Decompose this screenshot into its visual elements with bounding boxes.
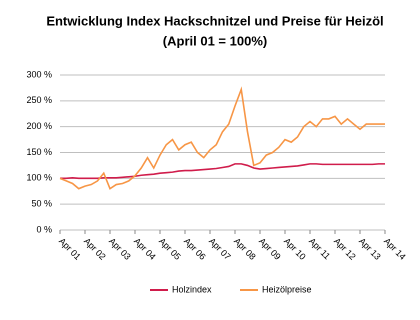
x-tick-label: Apr 08	[232, 236, 258, 262]
x-tick-label: Apr 12	[332, 236, 358, 262]
x-tick-label: Apr 03	[107, 236, 133, 262]
data-line	[60, 163, 385, 180]
legend-label: Holzindex	[172, 284, 212, 294]
chart-title: Entwicklung Index Hackschnitzel und Prei…	[46, 13, 383, 28]
x-tick-label: Apr 09	[257, 236, 283, 262]
x-tick-label: Apr 07	[207, 236, 233, 262]
x-tick-label: Apr 02	[82, 236, 108, 262]
x-tick-label: Apr 06	[182, 236, 208, 262]
legend-label: Heizölpreise	[262, 284, 312, 294]
x-tick-label: Apr 14	[382, 236, 408, 262]
y-tick-label: 0 %	[36, 224, 52, 234]
x-tick-label: Apr 10	[282, 236, 308, 262]
y-tick-label: 200 %	[26, 121, 52, 131]
x-tick-label: Apr 13	[357, 236, 383, 262]
y-tick-label: 100 %	[26, 173, 52, 183]
y-tick-label: 250 %	[26, 95, 52, 105]
y-tick-label: 300 %	[26, 69, 52, 79]
y-tick-label: 150 %	[26, 147, 52, 157]
x-tick-label: Apr 04	[132, 236, 158, 262]
x-tick-label: Apr 01	[57, 236, 83, 262]
data-line	[59, 86, 385, 190]
x-tick-label: Apr 05	[157, 236, 183, 262]
x-tick-label: Apr 11	[307, 236, 332, 261]
y-tick-label: 50 %	[31, 199, 52, 209]
chart-subtitle: (April 01 = 100%)	[163, 33, 267, 48]
